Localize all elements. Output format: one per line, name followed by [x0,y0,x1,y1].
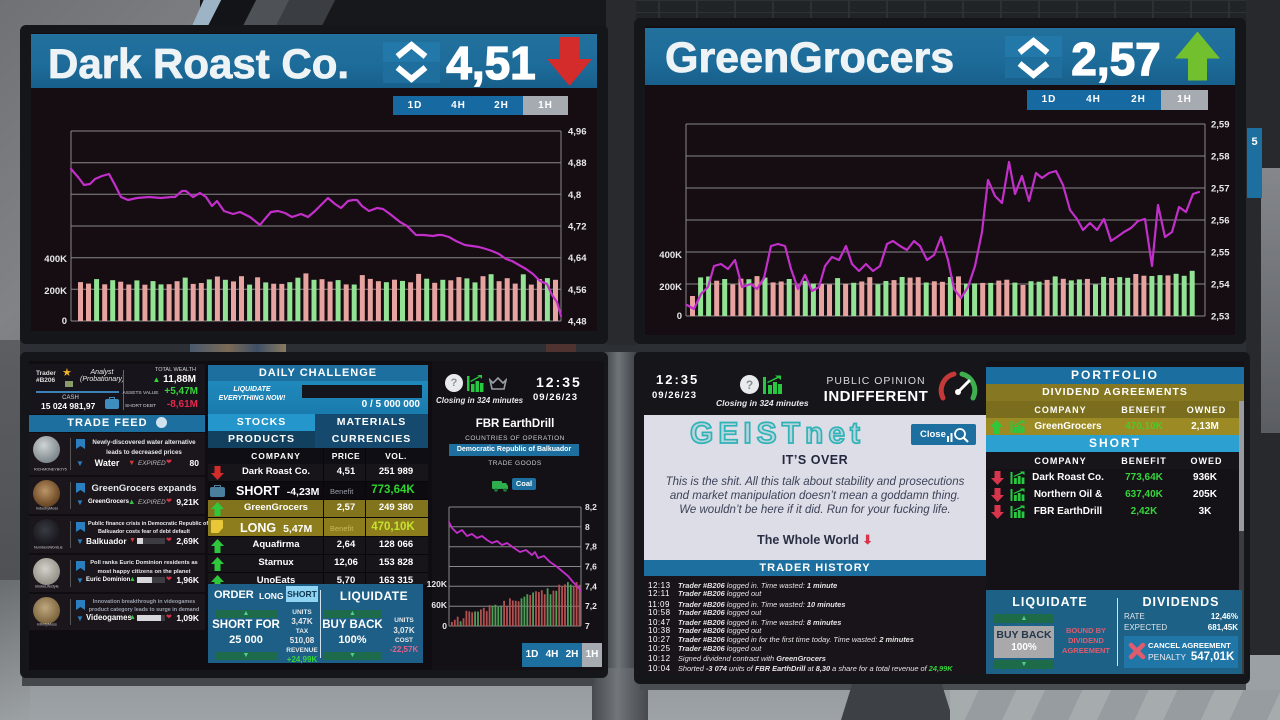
svg-text:8,2: 8,2 [585,502,597,512]
svg-text:4,72: 4,72 [568,222,587,233]
svg-text:200K: 200K [659,282,682,293]
svg-text:60K: 60K [431,600,447,610]
svg-text:2,59: 2,59 [1211,120,1230,131]
svg-text:4,56: 4,56 [568,285,587,296]
svg-text:0: 0 [442,621,447,631]
svg-text:2,58: 2,58 [1211,152,1230,163]
svg-text:7,4: 7,4 [585,581,597,591]
svg-text:7: 7 [585,621,590,631]
svg-text:4,48: 4,48 [568,317,587,328]
svg-text:4,88: 4,88 [568,158,587,169]
svg-text:2,55: 2,55 [1211,248,1230,259]
svg-text:2,54: 2,54 [1211,280,1230,291]
svg-text:4,8: 4,8 [568,190,581,201]
svg-text:400K: 400K [659,250,682,261]
svg-text:0: 0 [62,316,67,327]
svg-text:2,56: 2,56 [1211,216,1230,227]
svg-text:7,6: 7,6 [585,562,597,572]
svg-text:8: 8 [585,522,590,532]
svg-text:2,57: 2,57 [1211,184,1230,195]
svg-text:7,8: 7,8 [585,542,597,552]
svg-text:200K: 200K [44,286,67,297]
svg-text:2,53: 2,53 [1211,312,1230,323]
svg-text:400K: 400K [44,254,67,265]
svg-text:0: 0 [677,311,682,322]
svg-text:7,2: 7,2 [585,601,597,611]
svg-text:120K: 120K [427,579,448,589]
svg-text:4,64: 4,64 [568,253,587,264]
svg-text:4,96: 4,96 [568,127,587,138]
